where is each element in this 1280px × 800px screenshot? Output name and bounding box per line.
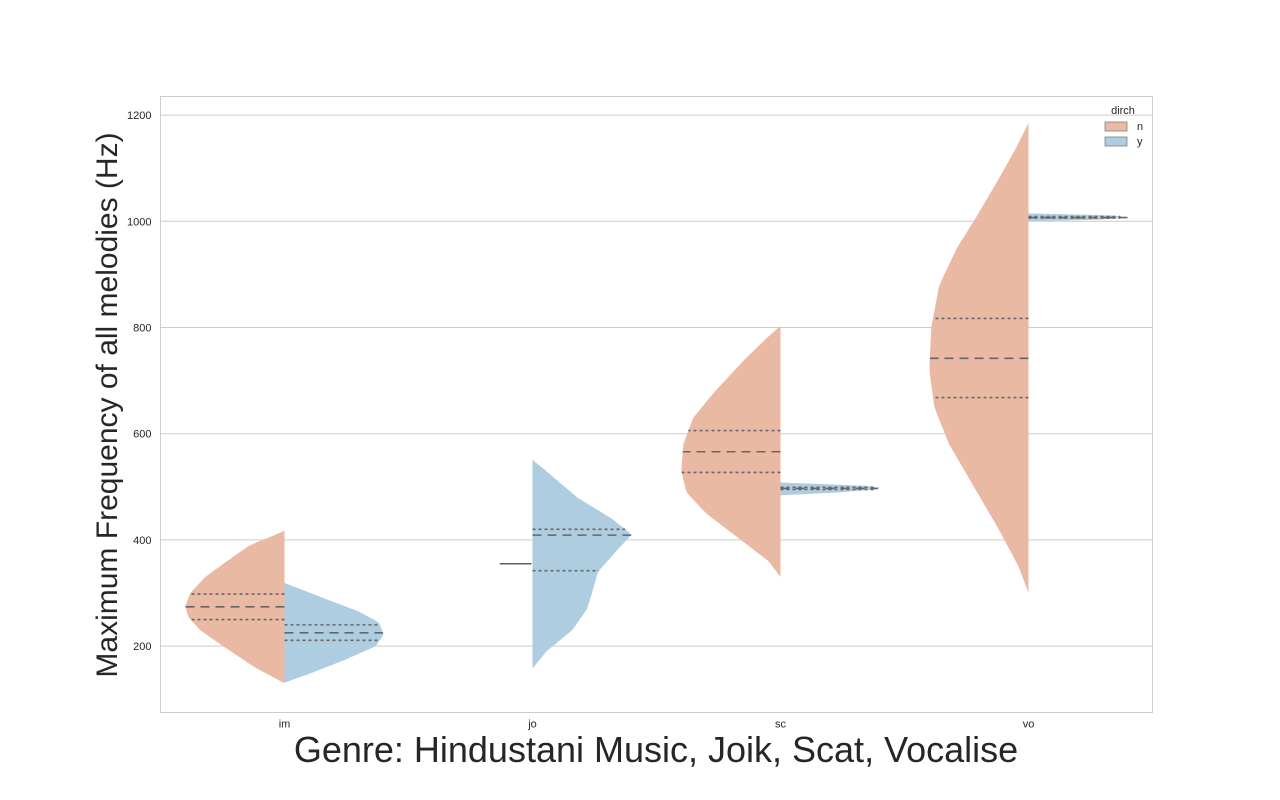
y-tick-label: 1000 bbox=[127, 216, 151, 228]
x-tick-label: sc bbox=[775, 719, 787, 731]
legend-entry-label: y bbox=[1137, 136, 1143, 148]
y-tick-label: 800 bbox=[133, 323, 151, 335]
y-tick-labels: 200 400 600 800 1000 1200 bbox=[127, 110, 151, 653]
y-tick-label: 600 bbox=[133, 429, 151, 441]
violins bbox=[185, 123, 1128, 684]
x-axis-title: Genre: Hindustani Music, Joik, Scat, Voc… bbox=[294, 729, 1018, 770]
y-tick-label: 200 bbox=[133, 641, 151, 653]
x-tick-label: vo bbox=[1023, 719, 1035, 731]
y-tick-label: 1200 bbox=[127, 110, 151, 122]
x-tick-label: jo bbox=[527, 719, 537, 731]
violin-half-y-jo bbox=[532, 459, 631, 669]
legend-swatch bbox=[1104, 136, 1128, 147]
legend-entry-label: n bbox=[1137, 121, 1143, 133]
y-tick-label: 400 bbox=[133, 535, 151, 547]
x-tick-label: im bbox=[279, 719, 291, 731]
legend-swatch bbox=[1104, 121, 1128, 132]
y-axis-title: Maximum Frequency of all melodies (Hz) bbox=[91, 132, 124, 677]
legend-title: dirch bbox=[1111, 105, 1135, 117]
x-tick-labels: im jo sc vo bbox=[279, 719, 1035, 731]
